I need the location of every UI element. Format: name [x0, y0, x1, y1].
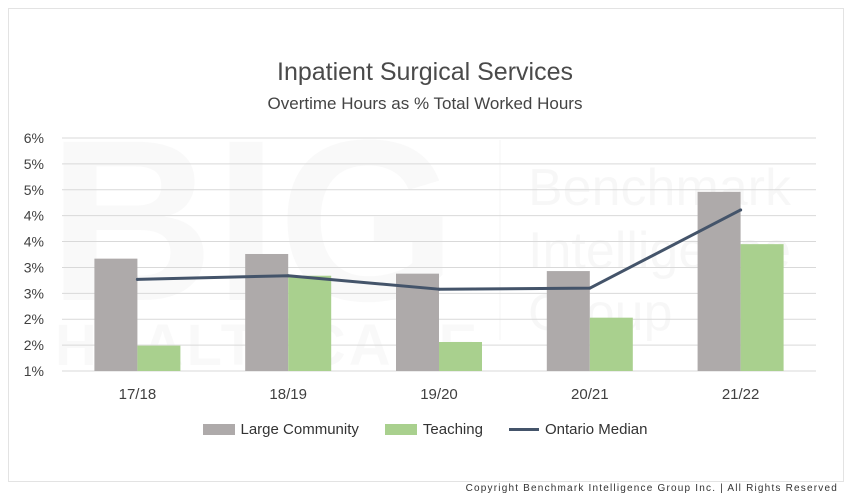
x-tick-label: 17/18 [119, 386, 157, 403]
y-tick-label: 1% [24, 363, 44, 379]
y-tick-label: 5% [24, 182, 44, 198]
legend-item-ontario-median: Ontario Median [508, 421, 648, 438]
point-ontario-median [739, 208, 743, 212]
bar-large-community [546, 271, 590, 371]
legend-item-teaching: Teaching [384, 421, 483, 438]
bar-layer [94, 191, 784, 371]
legend-swatch-large-community [202, 424, 235, 435]
legend-swatch-teaching [384, 424, 417, 435]
legend-label-large-community: Large Community [240, 421, 359, 438]
y-tick-label: 5% [24, 156, 44, 172]
line-layer [135, 208, 743, 291]
y-tick-label: 3% [24, 285, 44, 301]
y-tick-label: 4% [24, 234, 44, 250]
y-tick-label: 3% [24, 259, 44, 275]
y-tick-label: 2% [24, 337, 44, 353]
legend-label-ontario-median: Ontario Median [544, 421, 648, 438]
bar-large-community [245, 253, 289, 371]
y-tick-label: 6% [24, 130, 44, 146]
bar-large-community [94, 258, 138, 371]
y-tick-label: 2% [24, 311, 44, 327]
x-tick-label: 20/21 [571, 386, 609, 403]
bar-teaching [439, 342, 482, 371]
bar-teaching [137, 345, 181, 371]
bar-teaching [740, 244, 784, 371]
legend-line-ontario-median [508, 428, 539, 431]
legend: Large Community Teaching Ontario Median [0, 421, 850, 438]
x-tick-label: 18/19 [269, 386, 307, 403]
chart-subtitle: Overtime Hours as % Total Worked Hours [267, 94, 583, 113]
chart-title: Inpatient Surgical Services [277, 58, 573, 86]
bar-teaching [288, 275, 332, 371]
label-layer: 1% 2% 2% 3% 3% 4% 4% 5% 5% 6% 17/18 18/19 19/20 20/21… [24, 130, 760, 403]
x-tick-label: 21/22 [722, 386, 760, 403]
bar-teaching [589, 317, 633, 371]
point-ontario-median [286, 274, 290, 278]
legend-item-large-community: Large Community [202, 421, 359, 438]
legend-label-teaching: Teaching [422, 421, 483, 438]
point-ontario-median [437, 287, 441, 291]
copyright-text: Copyright Benchmark Intelligence Group I… [465, 483, 838, 494]
point-ontario-median [588, 286, 592, 290]
bar-large-community [697, 191, 741, 371]
x-tick-label: 19/20 [420, 386, 458, 403]
point-ontario-median [135, 277, 139, 281]
y-tick-label: 4% [24, 208, 44, 224]
